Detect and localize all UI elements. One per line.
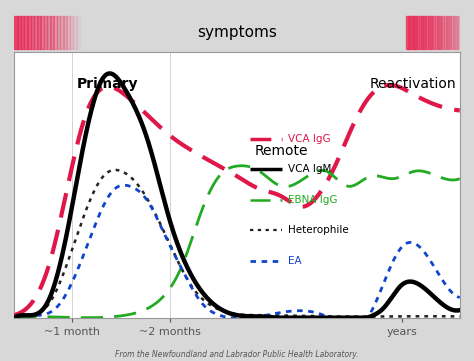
Bar (73, 16, 77, 49)
Bar (415, 16, 418, 49)
Bar (426, 16, 428, 49)
Bar (453, 16, 455, 49)
Bar (80, 16, 83, 49)
Bar (92, 16, 96, 49)
Bar (50, 16, 54, 49)
Bar (18, 16, 21, 49)
Bar (458, 16, 460, 49)
Bar (54, 16, 57, 49)
Bar (57, 16, 60, 49)
Bar (63, 16, 67, 49)
Bar (429, 16, 432, 49)
Bar (431, 16, 434, 49)
Bar (424, 16, 426, 49)
Bar (60, 16, 64, 49)
Bar (76, 16, 80, 49)
Bar (449, 16, 451, 49)
Bar (70, 16, 73, 49)
Bar (24, 16, 28, 49)
Text: Primary: Primary (77, 77, 138, 91)
Bar (455, 16, 456, 49)
Bar (435, 16, 437, 49)
Bar (413, 16, 416, 49)
Bar (447, 16, 449, 49)
Bar (440, 16, 442, 49)
Bar (411, 16, 414, 49)
Bar (30, 16, 34, 49)
Bar (428, 16, 430, 49)
Bar (420, 16, 423, 49)
Bar (40, 16, 44, 49)
Text: From the Newfoundland and Labrador Public Health Laboratory.: From the Newfoundland and Labrador Publi… (115, 350, 359, 359)
Bar (44, 16, 47, 49)
Text: VCA IgG: VCA IgG (288, 134, 331, 144)
Bar (442, 16, 444, 49)
Bar (83, 16, 87, 49)
Bar (66, 16, 70, 49)
Bar (410, 16, 412, 49)
Bar (102, 16, 106, 49)
Bar (422, 16, 425, 49)
Bar (417, 16, 419, 49)
Bar (419, 16, 421, 49)
Text: EBNA IgG: EBNA IgG (288, 195, 338, 205)
Bar (96, 16, 100, 49)
Bar (406, 16, 409, 49)
Bar (408, 16, 410, 49)
Bar (47, 16, 51, 49)
Text: Remote: Remote (255, 144, 308, 157)
Text: Reactivation: Reactivation (370, 77, 456, 91)
Bar (34, 16, 37, 49)
Text: VCA IgM: VCA IgM (288, 164, 332, 174)
Bar (456, 16, 458, 49)
Text: EA: EA (288, 256, 302, 266)
Bar (437, 16, 439, 49)
Bar (90, 16, 93, 49)
Text: symptoms: symptoms (197, 25, 277, 40)
Bar (99, 16, 103, 49)
Bar (444, 16, 446, 49)
Bar (433, 16, 435, 49)
Bar (21, 16, 25, 49)
Bar (86, 16, 90, 49)
Bar (438, 16, 441, 49)
Bar (109, 16, 113, 49)
Bar (14, 16, 18, 49)
Bar (37, 16, 41, 49)
Bar (106, 16, 109, 49)
Bar (27, 16, 31, 49)
Bar (451, 16, 453, 49)
Bar (446, 16, 448, 49)
Text: Heterophile: Heterophile (288, 225, 349, 235)
